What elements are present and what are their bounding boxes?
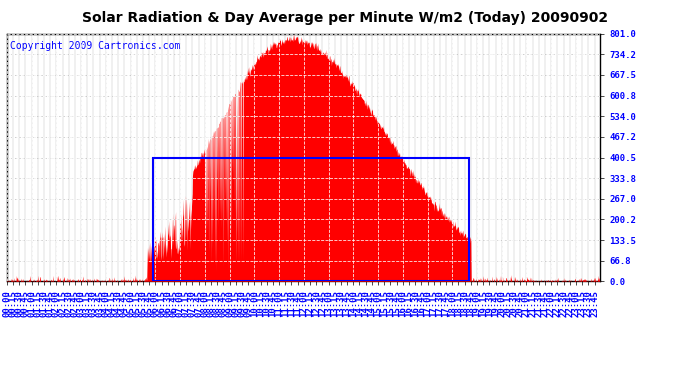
Text: Solar Radiation & Day Average per Minute W/m2 (Today) 20090902: Solar Radiation & Day Average per Minute…: [82, 11, 608, 25]
Text: Copyright 2009 Cartronics.com: Copyright 2009 Cartronics.com: [10, 41, 180, 51]
Bar: [153, 158, 469, 281]
